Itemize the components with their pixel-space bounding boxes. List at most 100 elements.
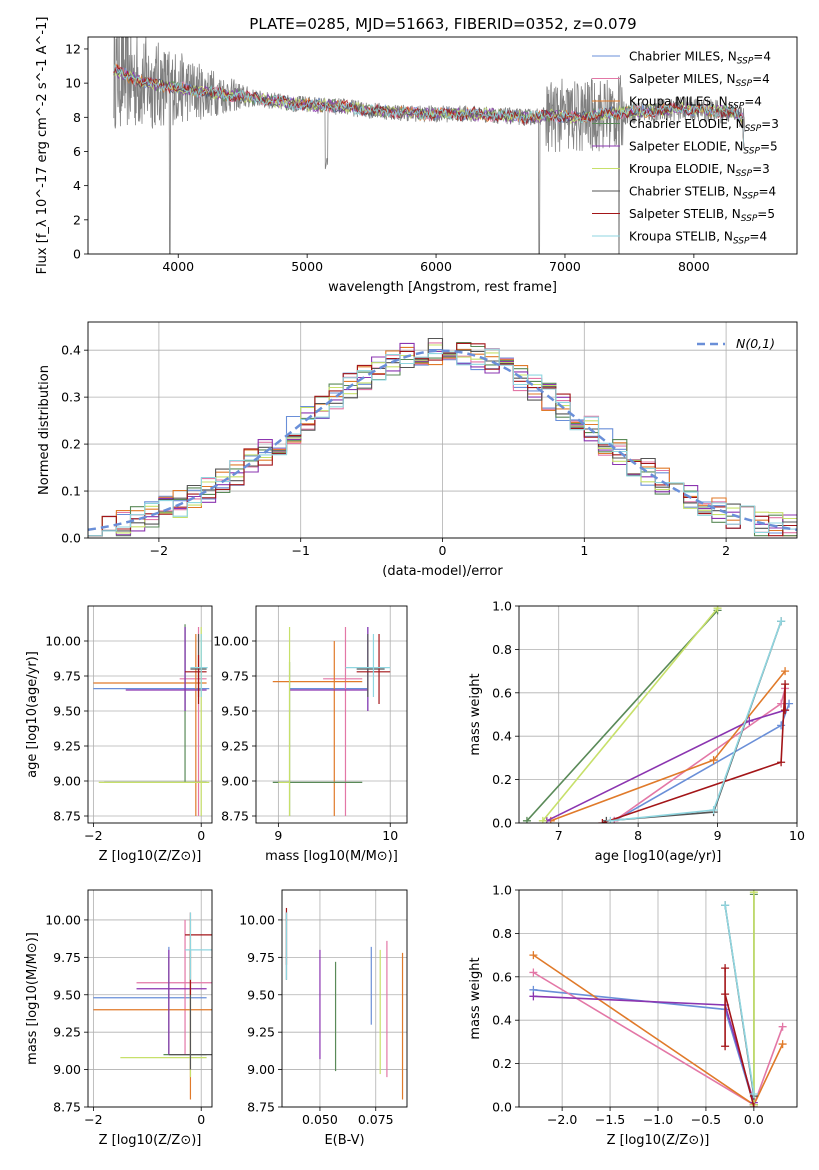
y-tick-label: 0.0 <box>61 531 81 546</box>
mass-weight-marker-5 <box>749 890 758 897</box>
plot-area <box>522 606 794 823</box>
panel-mass-vs-Z: −2 0 8.75 9.00 9.25 9.50 9.75 10.00 Z [log10(Z/Z… <box>25 889 213 1148</box>
mass-weight-line-8 <box>724 905 755 1095</box>
y-tick-label: 9.25 <box>247 1025 275 1040</box>
panel-age-vs-mass: 9 10 8.75 9.00 9.25 9.50 9.75 10.00 mass [log10(… <box>213 605 408 864</box>
y-tick-label: 9.25 <box>53 1025 81 1040</box>
axes-frame <box>518 889 798 1108</box>
y-tick-label: 9.75 <box>221 669 249 684</box>
mass-weight-marker-7 <box>721 1042 730 1051</box>
y-tick-label: 12 <box>65 41 81 56</box>
x-tick-label: −2 <box>84 1112 102 1127</box>
x-tick-label: 0.075 <box>358 1112 394 1127</box>
mass-weight-marker-8 <box>777 617 786 626</box>
x-tick-label: 10 <box>789 828 805 843</box>
y-tick-label: 0.6 <box>492 685 512 700</box>
y-tick-label: 8.75 <box>247 1100 275 1115</box>
y-tick-label: 9.00 <box>221 774 249 789</box>
mass-weight-marker-2 <box>781 667 790 676</box>
legend-normal-label: N(0,1) <box>736 336 775 351</box>
legend-name: Kroupa ELODIE, N <box>629 162 736 176</box>
y-tick-label: 9.50 <box>221 704 249 719</box>
legend-label: Kroupa STELIB, NSSP=4 <box>629 230 767 247</box>
x-tick-label: 10 <box>382 828 398 843</box>
legend-name: Chabrier MILES, N <box>629 50 737 64</box>
legend-label: Kroupa ELODIE, NSSP=3 <box>629 162 770 179</box>
x-tick-label: −1 <box>291 543 309 558</box>
plot-area <box>272 627 391 816</box>
y-tick-label: 8.75 <box>53 809 81 824</box>
x-tick-label: −1.5 <box>595 1112 625 1127</box>
x-tick-label: −2 <box>150 543 168 558</box>
x-tick-label: 2 <box>722 543 730 558</box>
axes-frame <box>87 605 213 824</box>
y-tick-label: 1.0 <box>492 883 512 898</box>
y-tick-label: 0 <box>73 247 81 262</box>
y-tick-label: 0.8 <box>492 926 512 941</box>
y-axis-label: Normed distribution <box>37 365 52 495</box>
y-tick-label: 10.00 <box>45 912 81 927</box>
plot-area <box>93 624 210 816</box>
y-tick-label: 0.4 <box>61 343 81 358</box>
y-axis-label: mass weight <box>468 673 483 755</box>
plot-area <box>113 37 746 254</box>
x-axis-label: (data-model)/error <box>382 564 503 579</box>
axes-frame <box>255 605 408 824</box>
y-tick-label: 9.50 <box>247 987 275 1002</box>
x-tick-label: 7000 <box>549 259 581 274</box>
panel-massweight-vs-Z: −2.0 −1.5 −1.0 −0.5 0.0 0.0 0.2 0.4 0.6 0.8 1.0 Z [… <box>468 883 798 1148</box>
mass-weight-line-7 <box>602 684 786 823</box>
y-tick-label: 0.2 <box>492 772 512 787</box>
legend-tail: =3 <box>752 162 770 176</box>
x-axis-label: mass [log10(M/M⊙)] <box>265 849 398 864</box>
y-tick-label: 10.00 <box>239 912 275 927</box>
legend-subscript: SSP <box>736 169 753 179</box>
y-tick-label: 0.4 <box>492 729 512 744</box>
y-tick-label: 0.4 <box>492 1013 512 1028</box>
y-axis-label: age [log10(age/yr)] <box>25 651 40 778</box>
mass-weight-marker-8 <box>721 901 730 910</box>
mass-weight-marker-4 <box>745 717 754 726</box>
y-tick-label: 10.00 <box>45 634 81 649</box>
axes-frame <box>281 889 408 1108</box>
y-tick-label: 8.75 <box>221 809 249 824</box>
legend-subscript: SSP <box>741 214 758 224</box>
mass-weight-marker-7 <box>721 990 730 999</box>
legend-label: Chabrier ELODIE, NSSP=3 <box>629 117 779 134</box>
x-tick-label: 8000 <box>678 259 710 274</box>
y-tick-label: 8.75 <box>53 1100 81 1115</box>
plots: 4000 5000 6000 7000 8000024681012wavelength … <box>25 17 805 1148</box>
x-tick-label: 6000 <box>420 259 452 274</box>
y-axis-label: mass [log10(M/M⊙)] <box>25 932 40 1065</box>
legend-name: Salpeter MILES, N <box>629 72 736 86</box>
x-tick-label: −1.0 <box>643 1112 673 1127</box>
x-tick-label: 9 <box>714 828 722 843</box>
y-tick-label: 9.75 <box>53 669 81 684</box>
y-tick-label: 9.75 <box>53 950 81 965</box>
plot-area <box>529 890 787 1107</box>
legend-label: Salpeter ELODIE, NSSP=5 <box>629 140 778 157</box>
legend-name: Kroupa STELIB, N <box>629 230 733 244</box>
y-tick-label: 9.25 <box>221 739 249 754</box>
legend-tail: =3 <box>761 117 779 131</box>
mass-weight-line-5 <box>542 607 719 822</box>
panel-massweight-vs-age: 7 8 9 10 0.0 0.2 0.4 0.6 0.8 1.0 age [log10(age/yr… <box>468 599 805 865</box>
legend-label: Salpeter MILES, NSSP=4 <box>629 72 770 89</box>
y-tick-label: 10 <box>65 76 81 91</box>
y-tick-label: 2 <box>73 212 81 227</box>
y-tick-label: 0.6 <box>492 969 512 984</box>
x-tick-label: 8 <box>634 828 642 843</box>
mass-weight-marker-7 <box>777 758 786 767</box>
mass-weight-marker-5 <box>713 606 722 613</box>
legend-tail: =4 <box>753 50 771 64</box>
legend-tail: =4 <box>759 185 777 199</box>
x-tick-label: 0.050 <box>302 1112 338 1127</box>
legend-subscript: SSP <box>728 102 745 112</box>
mass-weight-marker-5 <box>538 816 547 823</box>
legend-name: Chabrier STELIB, N <box>629 185 742 199</box>
legend-name: Kroupa MILES, N <box>629 95 728 109</box>
legend-subscript: SSP <box>737 57 754 67</box>
legend-subscript: SSP <box>736 79 753 89</box>
mass-weight-marker-7 <box>721 964 730 973</box>
legend-tail: =4 <box>752 72 770 86</box>
